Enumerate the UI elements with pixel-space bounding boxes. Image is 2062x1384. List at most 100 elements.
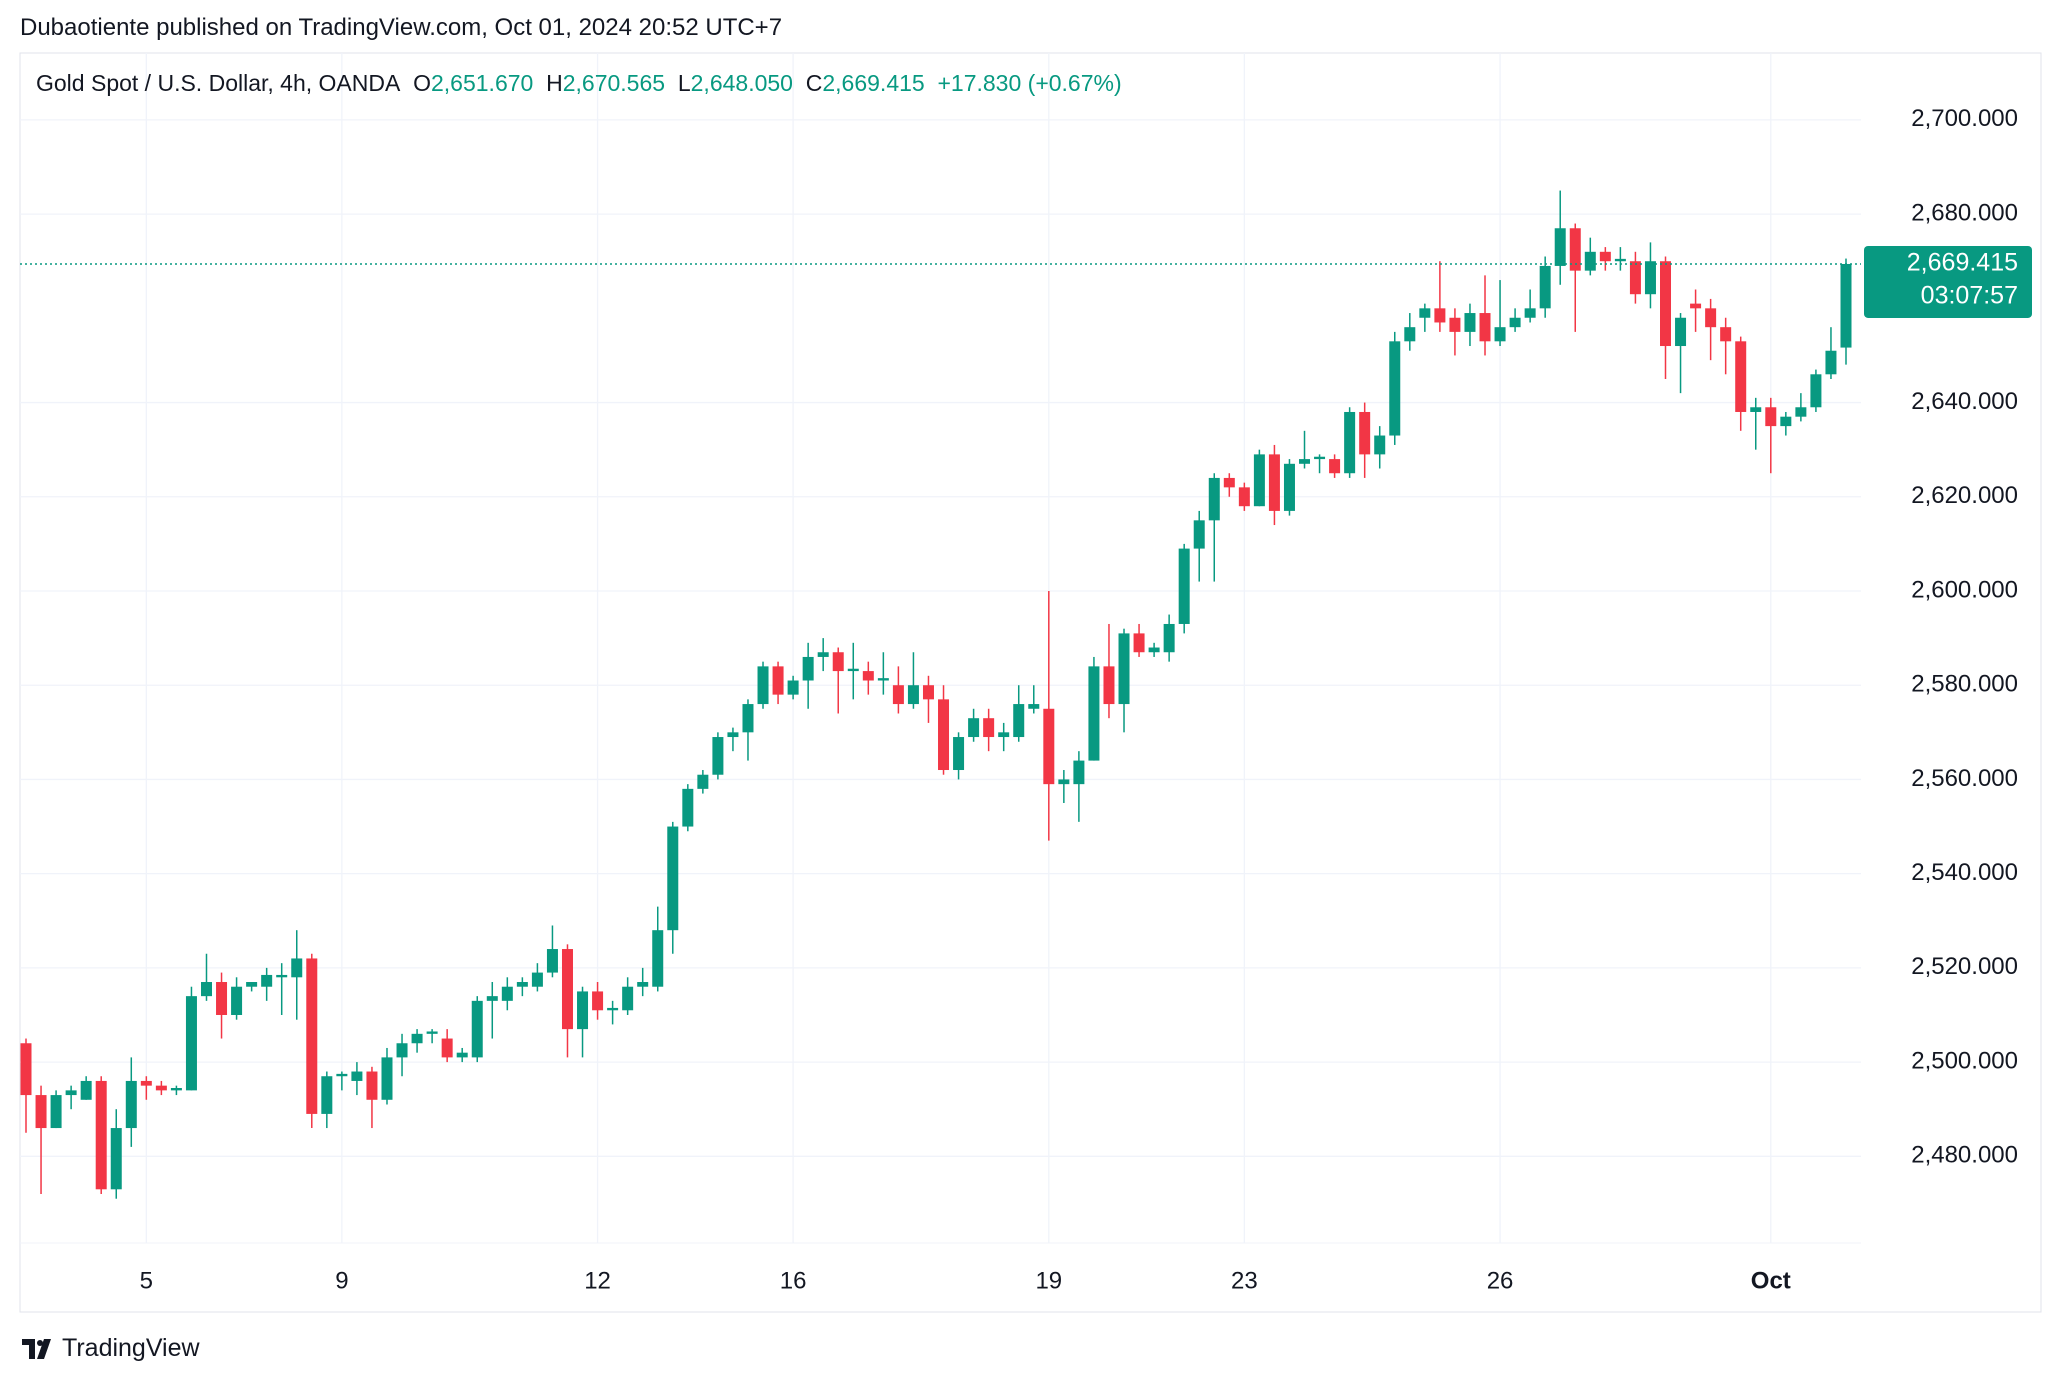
candle-body: [1705, 308, 1717, 328]
candle-body: [516, 982, 528, 987]
candle-body: [1088, 666, 1100, 761]
candle-body: [426, 1031, 438, 1034]
candle-body: [802, 656, 814, 681]
candle-body: [306, 958, 318, 1114]
candle-body: [922, 685, 934, 700]
candle-body: [456, 1052, 468, 1058]
y-tick-label: 2,620.000: [1911, 482, 2018, 509]
candle-body: [1389, 341, 1401, 436]
candle-body: [125, 1080, 137, 1129]
candle-body: [1058, 779, 1070, 785]
candle-body: [276, 974, 288, 978]
candle-body: [1253, 454, 1265, 507]
candle-body: [1810, 374, 1822, 408]
candle-body: [1675, 317, 1687, 347]
candle-body: [1163, 623, 1175, 653]
candle-body: [531, 972, 543, 987]
price-label-box: [1864, 245, 2032, 318]
candle-body: [1073, 760, 1085, 785]
candle-body: [1825, 350, 1837, 375]
candle-body: [667, 826, 679, 931]
candle-body: [351, 1071, 363, 1081]
y-tick-label: 2,500.000: [1911, 1047, 2018, 1074]
candle-body: [20, 1043, 32, 1096]
candle-body: [1449, 317, 1461, 332]
candle-body: [832, 652, 844, 672]
y-tick-label: 2,680.000: [1911, 199, 2018, 226]
candle-body: [185, 996, 197, 1091]
candle-body: [110, 1128, 122, 1190]
candle-body: [336, 1073, 348, 1077]
candle-body: [1554, 228, 1566, 266]
close: 2,669.415: [822, 70, 925, 96]
candle-body: [80, 1080, 92, 1100]
candle-body: [1629, 261, 1641, 295]
x-tick-label: 12: [584, 1267, 611, 1294]
candle-body: [1539, 265, 1551, 309]
candle-body: [441, 1038, 453, 1058]
candle-body: [1344, 411, 1356, 474]
candle-body: [1479, 313, 1491, 342]
candle-body: [682, 788, 694, 827]
candle-body: [697, 774, 709, 789]
candle-body: [65, 1090, 77, 1096]
candle-body: [396, 1043, 408, 1058]
candle-body: [862, 671, 874, 681]
brand-logo: [22, 1338, 51, 1359]
candle-body: [546, 949, 558, 973]
candle-body: [1795, 407, 1807, 417]
candle-body: [1524, 308, 1536, 318]
candle-body: [1569, 228, 1581, 271]
candle-body: [1720, 327, 1732, 342]
candle-body: [1329, 459, 1341, 474]
countdown: 03:07:57: [1921, 282, 2018, 310]
price-label: 2,669.415: [1907, 249, 2018, 277]
y-tick-label: 2,560.000: [1911, 765, 2018, 792]
brand-name: TradingView: [62, 1334, 200, 1362]
x-tick-label: 26: [1487, 1267, 1514, 1294]
candle-body: [1434, 308, 1446, 323]
candle-body: [246, 982, 258, 987]
frame: [19, 52, 2042, 1313]
candle-body: [1118, 633, 1130, 705]
candle-body: [953, 737, 965, 771]
candle-body: [1133, 633, 1145, 653]
candle-body: [381, 1057, 393, 1100]
candle-body: [757, 666, 769, 705]
candle-body: [1840, 263, 1852, 348]
candle-body: [231, 986, 243, 1015]
candle-body: [1043, 708, 1055, 785]
candle-body: [1028, 704, 1040, 709]
candle-body: [592, 991, 604, 1011]
candle-body: [1780, 416, 1792, 427]
candle-body: [200, 982, 212, 997]
candle-body: [411, 1033, 423, 1044]
candle-body: [1374, 435, 1386, 455]
candle-body: [501, 986, 513, 1001]
candle-body: [1599, 251, 1611, 262]
candle-body: [1178, 548, 1190, 624]
candle-body: [170, 1088, 182, 1091]
candle-body: [1735, 341, 1747, 412]
candle-body: [907, 685, 919, 705]
candle-body: [1283, 463, 1295, 511]
candle-body: [938, 699, 950, 771]
candle-body: [1509, 317, 1521, 328]
candle-body: [1268, 454, 1280, 511]
candle-body: [1765, 407, 1777, 427]
candle-body: [1238, 487, 1250, 507]
candle-body: [1208, 477, 1220, 521]
candle-body: [155, 1085, 167, 1091]
brand: TradingView: [22, 1334, 200, 1363]
candle-body: [1464, 313, 1476, 332]
symbol: Gold Spot / U.S. Dollar, 4h, OANDA: [36, 70, 401, 96]
x-tick-label: 9: [335, 1267, 348, 1294]
candle-body: [1644, 261, 1656, 295]
candle-body: [366, 1071, 378, 1100]
x-tick-label: 23: [1231, 1267, 1258, 1294]
candle-body: [877, 678, 889, 681]
candle-body: [742, 704, 754, 733]
candle-body: [216, 982, 228, 1015]
